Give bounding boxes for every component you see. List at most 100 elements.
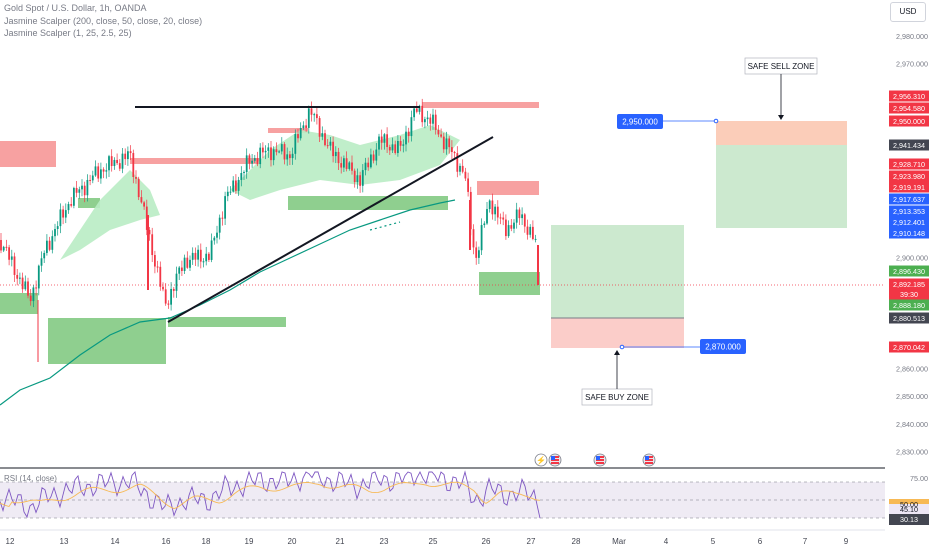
candle-body: [186, 257, 189, 268]
candle-body: [367, 162, 370, 168]
time-axis-label: 12: [6, 537, 15, 546]
candle-body: [21, 277, 24, 290]
candle-body: [270, 147, 272, 161]
candle-body: [345, 158, 348, 169]
time-axis-label: 5: [711, 537, 716, 546]
candle-body: [154, 255, 156, 267]
candle-body: [127, 151, 129, 160]
currency-button[interactable]: USD: [890, 2, 926, 22]
price-tick-label: 2,970.000: [896, 60, 928, 69]
price-tag: [889, 193, 929, 205]
candle-body: [70, 204, 73, 206]
candle-body: [237, 179, 240, 191]
candle-body: [194, 252, 197, 260]
candle-body: [243, 171, 245, 173]
candle-body: [48, 240, 51, 250]
price-tag: [889, 170, 929, 182]
candle-body: [394, 144, 397, 154]
candle-body: [343, 158, 345, 168]
candle-body: [116, 159, 118, 164]
rsi-pane: [0, 470, 885, 519]
us-economic-event-icon[interactable]: [593, 453, 607, 467]
candle-body: [378, 136, 380, 150]
price-axis[interactable]: [885, 0, 932, 550]
rsi-axis-label: 75.00: [910, 474, 928, 483]
price-tag-text: 2,910.148: [893, 229, 925, 238]
price-tag-text: 2,956.310: [893, 92, 925, 101]
candle-body: [289, 154, 291, 159]
candle-body: [40, 258, 43, 266]
candle-body: [297, 134, 299, 139]
candle-body: [356, 175, 359, 183]
symbol-title[interactable]: Gold Spot / U.S. Dollar, 1h, OANDA: [4, 3, 147, 13]
candle-body: [388, 147, 391, 151]
buy-price-tag-text: 2,870.000: [705, 343, 741, 352]
indicator-legend-1[interactable]: Jasmine Scalper (200, close, 50, close, …: [4, 16, 203, 26]
us-economic-event-icon[interactable]: [548, 453, 562, 467]
candle-body: [253, 158, 256, 161]
time-axis-label: 9: [844, 537, 849, 546]
price-tag: [889, 158, 929, 170]
price-tag: [889, 278, 929, 290]
candle-body: [24, 281, 27, 290]
time-axis-label: 19: [245, 537, 254, 546]
candle-body: [5, 246, 8, 248]
sell-stop-zone: [716, 121, 847, 145]
supply-zone: [477, 181, 539, 195]
demand-zone: [288, 196, 448, 210]
candle-body: [461, 165, 464, 172]
candle-body: [205, 253, 208, 262]
time-axis-label: 23: [380, 537, 389, 546]
candle-body: [100, 169, 102, 179]
candle-body: [248, 155, 251, 164]
price-tag-text: 2,913.353: [893, 207, 925, 216]
candle-body: [32, 287, 35, 302]
candle-body: [189, 259, 191, 268]
supply-zone: [268, 128, 308, 133]
candle-body: [46, 240, 48, 253]
dividend-event-icon[interactable]: ⚡: [534, 453, 548, 467]
candle-body: [440, 134, 442, 137]
candle-body: [97, 166, 100, 179]
candle-body: [56, 226, 59, 229]
candle-body: [208, 253, 210, 260]
candle-body: [310, 108, 313, 115]
buy-price-callout: [619, 339, 746, 354]
demand-zone: [48, 318, 166, 364]
demand-zone: [479, 272, 540, 295]
candle-body: [459, 165, 461, 172]
rsi-value-label: 45.10: [900, 505, 918, 514]
candle-body: [318, 118, 321, 137]
candle-body: [529, 226, 532, 235]
candle-body: [121, 153, 124, 169]
demand-zone: [0, 293, 38, 314]
candle-body: [13, 256, 16, 275]
candle-body: [178, 267, 181, 274]
buy-stop-zone: [551, 318, 684, 348]
candle-body: [0, 240, 2, 251]
candle-body: [262, 147, 264, 153]
rsi-ma-line: [0, 481, 541, 509]
candle-body: [523, 214, 526, 227]
candle-body: [499, 217, 502, 219]
candle-body: [16, 274, 19, 279]
time-axis-label: 4: [664, 537, 669, 546]
price-tag-text: 2,917.637: [893, 195, 925, 204]
rsi-value-tag: [889, 514, 929, 525]
rsi-legend[interactable]: RSI (14, close): [4, 474, 57, 483]
us-economic-event-icon[interactable]: [642, 453, 656, 467]
price-tag: [889, 227, 929, 239]
time-axis-label: 16: [162, 537, 171, 546]
candle-body: [488, 200, 491, 210]
indicator-legend-2[interactable]: Jasmine Scalper (1, 25, 2.5, 25): [4, 28, 132, 38]
time-axis-label: 21: [336, 537, 345, 546]
candle-body: [313, 114, 316, 116]
candle-body: [502, 217, 505, 220]
candle-body: [518, 209, 521, 219]
candle-body: [91, 175, 94, 181]
candle-body: [94, 166, 97, 176]
candle-body: [359, 175, 361, 186]
candle-body: [432, 114, 434, 124]
